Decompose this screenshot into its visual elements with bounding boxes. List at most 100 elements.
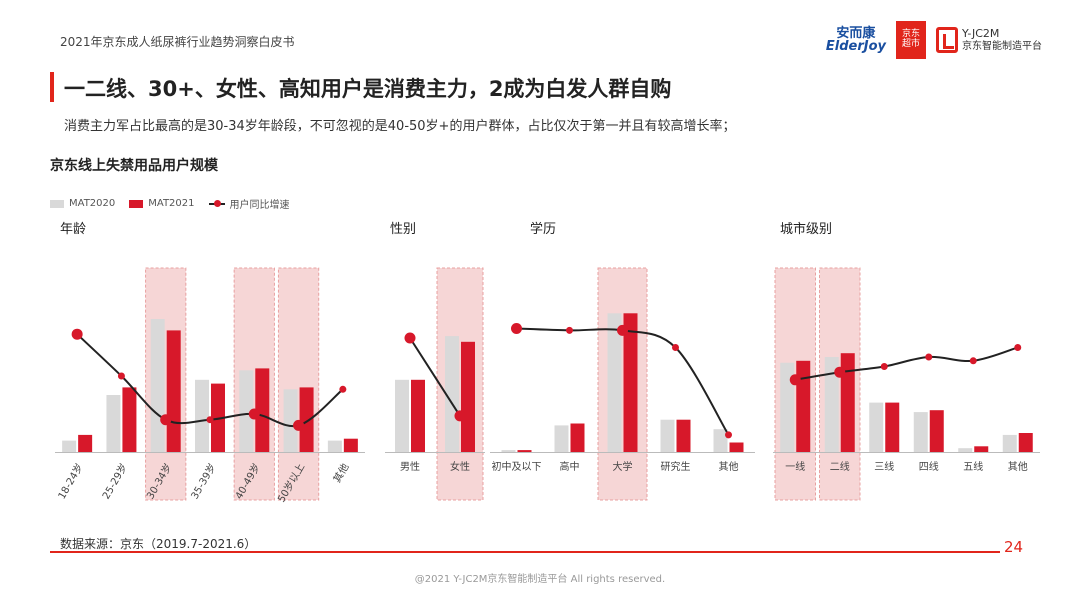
growth-point (672, 344, 679, 351)
bar-mat2021 (299, 387, 314, 452)
bar-mat2021 (1018, 433, 1033, 452)
growth-point (969, 357, 977, 365)
growth-point (1014, 344, 1022, 351)
anerkang-logo-en: ElderJoy (825, 39, 886, 54)
bar-mat2021 (796, 360, 811, 452)
bar-mat2020 (869, 402, 884, 452)
bar-mat2021 (729, 442, 744, 452)
x-tick-label: 其他 (719, 460, 739, 473)
bar-mat2020 (780, 362, 795, 452)
bar-mat2020 (445, 336, 459, 452)
legend-item-growth: 用户同比增速 (208, 196, 290, 211)
growth-point (511, 323, 522, 334)
headline-accent-bar (50, 72, 54, 102)
growth-line (409, 337, 461, 417)
legend-label-growth: 用户同比增速 (229, 200, 290, 211)
x-tick-label: 三线 (874, 460, 894, 473)
bar-mat2021 (623, 313, 638, 452)
growth-point (160, 414, 172, 426)
legend-label-mat2021: MAT2021 (148, 198, 195, 209)
x-tick-label: 25-29岁 (99, 461, 130, 501)
report-title: 2021年京东成人纸尿裤行业趋势洞察白皮书 (60, 35, 295, 49)
x-tick-label: 二线 (830, 460, 850, 473)
jd-logo-line2: 超市 (901, 39, 920, 49)
bar-mat2021 (676, 419, 691, 452)
bar-mat2020 (62, 440, 77, 452)
anerkang-logo-cn: 安而康 (836, 26, 876, 41)
growth-point (725, 431, 732, 439)
bar-mat2021 (929, 410, 944, 452)
highlight-band (597, 267, 648, 501)
x-tick-label: 一线 (785, 460, 805, 473)
jd-supermarket-logo: 京东 超市 (896, 21, 926, 59)
bar-mat2020 (913, 412, 928, 452)
yjc2m-logo: Y-JC2M 京东智能制造平台 (936, 27, 1042, 53)
yjc2m-mark-icon (936, 27, 958, 53)
bar-mat2020 (239, 370, 254, 452)
growth-point (248, 408, 260, 420)
bar-mat2020 (554, 425, 569, 452)
growth-point (789, 374, 801, 386)
growth-point (617, 324, 628, 336)
bar-mat2020 (824, 357, 839, 452)
panel-title: 性别 (390, 222, 416, 237)
bar-mat2021 (517, 450, 532, 452)
headline: 一二线、30+、女性、高知用户是消费主力，2成为白发人群自购 (64, 77, 672, 101)
bar-mat2020 (713, 429, 728, 452)
x-tick-label: 18-24岁 (55, 461, 86, 501)
growth-point (404, 332, 416, 344)
x-tick-label: 大学 (613, 460, 633, 473)
bar-mat2021 (411, 379, 425, 452)
bar-mat2020 (958, 448, 973, 452)
x-tick-label: 其他 (1008, 460, 1028, 473)
subheadline: 消费主力军占比最高的是30-34岁年龄段，不可忽视的是40-50岁+的用户群体，… (64, 119, 736, 134)
growth-point (880, 363, 888, 370)
x-tick-label: 四线 (919, 460, 939, 473)
bar-mat2020 (150, 319, 165, 452)
bar-mat2020 (660, 419, 675, 452)
legend-swatch-mat2021 (129, 199, 144, 208)
growth-point (925, 353, 933, 361)
bar-mat2021 (166, 330, 181, 452)
x-tick-label: 研究生 (661, 460, 691, 473)
yjc2m-logo-line1: Y-JC2M (962, 26, 1000, 40)
panel-title: 城市级别 (780, 221, 832, 237)
chart-legend: MAT2020 MAT2021 用户同比增速 (50, 196, 290, 211)
bar-mat2020 (1002, 434, 1017, 452)
x-tick-label: 男性 (400, 460, 420, 473)
x-tick-label: 初中及以下 (492, 460, 542, 473)
bar-mat2020 (195, 379, 209, 452)
bar-mat2020 (327, 440, 342, 452)
highlight-band (277, 267, 320, 501)
x-tick-label: 其他 (330, 461, 351, 485)
growth-point (566, 326, 573, 334)
bar-mat2021 (885, 402, 900, 452)
growth-point (339, 385, 347, 393)
highlight-band (436, 267, 484, 501)
x-tick-label: 35-39岁 (188, 461, 219, 501)
panel-title: 学历 (530, 221, 556, 237)
bar-mat2021 (122, 387, 137, 452)
copyright: @2021 Y-JC2M京东智能制造平台 All rights reserved… (414, 574, 666, 585)
legend-item-mat2020: MAT2020 (50, 198, 115, 209)
x-tick-label: 五线 (963, 460, 983, 473)
chart-title: 京东线上失禁用品用户规模 (50, 158, 218, 174)
bar-mat2020 (501, 450, 516, 452)
legend-item-mat2021: MAT2021 (129, 198, 195, 209)
bar-mat2021 (974, 446, 989, 452)
bar-mat2021 (343, 438, 358, 452)
data-source: 数据来源：京东（2019.7-2021.6） (60, 537, 257, 551)
legend-swatch-mat2020 (50, 199, 64, 208)
growth-point (117, 372, 125, 380)
yjc2m-logo-line2: 京东智能制造平台 (962, 40, 1042, 52)
bar-mat2021 (255, 368, 270, 452)
anerkang-logo: 安而康 ElderJoy (826, 27, 886, 53)
growth-point (206, 416, 214, 424)
x-tick-label: 高中 (560, 460, 580, 473)
footer-divider (50, 551, 1000, 553)
